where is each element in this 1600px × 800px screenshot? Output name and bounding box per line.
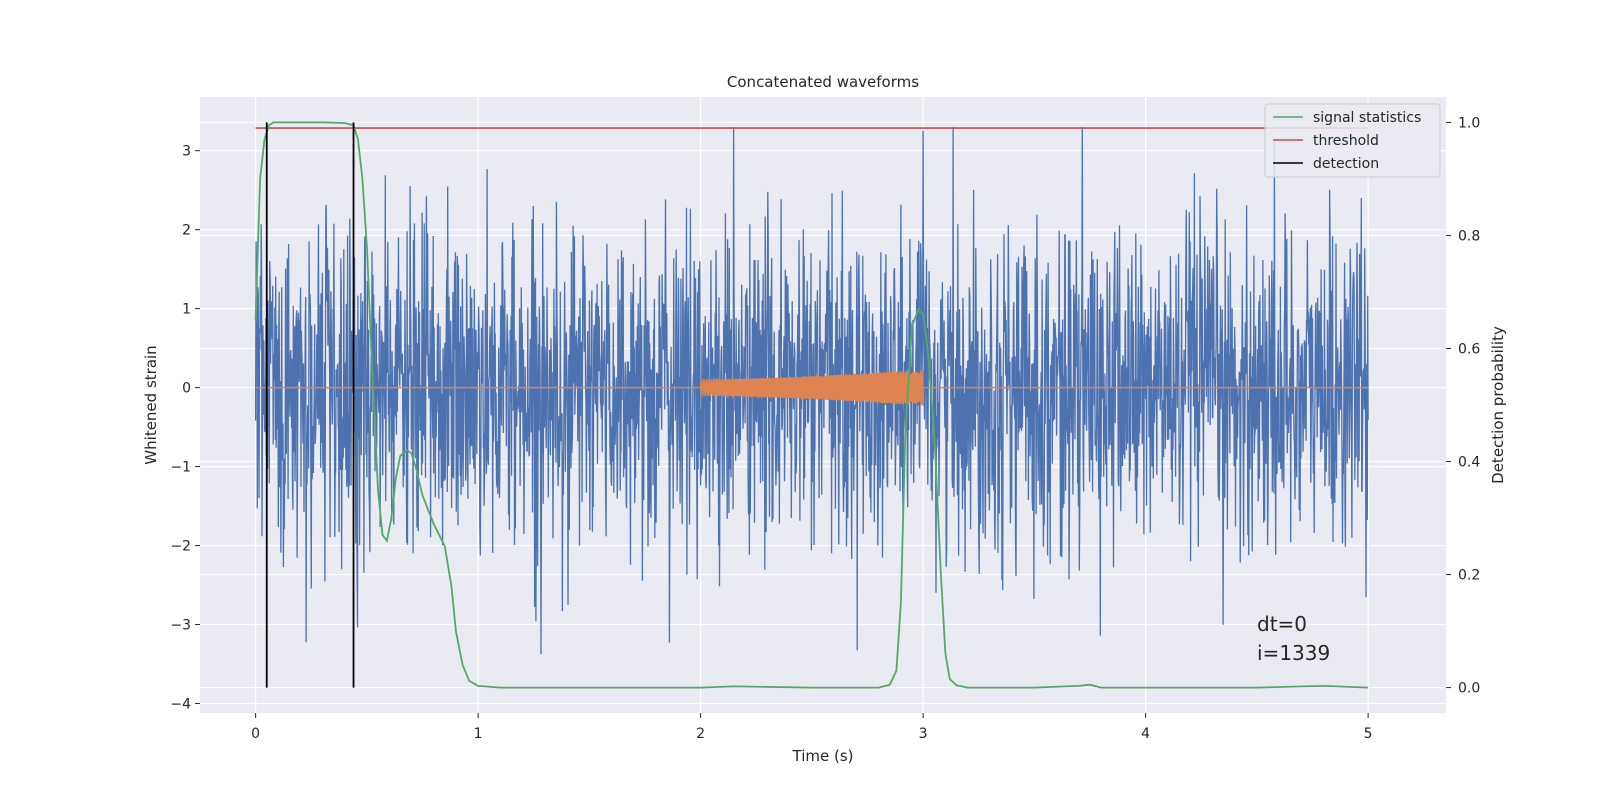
- chart-title: Concatenated waveforms: [727, 73, 919, 91]
- y-left-tick-label: −2: [170, 539, 191, 555]
- annotation-dt: dt=0: [1257, 612, 1307, 636]
- y-left-tick-label: 1: [182, 302, 191, 318]
- y-right-tick-label: 0.8: [1458, 228, 1480, 244]
- legend: signal statistics threshold detection: [1264, 103, 1441, 178]
- y-right-tick-label: 0.4: [1458, 455, 1480, 471]
- x-tick-label: 4: [1141, 726, 1150, 742]
- y-right-tick-label: 0.0: [1458, 681, 1480, 697]
- y-left-tick-label: 0: [182, 381, 191, 397]
- y-left-tick-label: −3: [170, 618, 191, 634]
- legend-entry-signal-statistics: signal statistics: [1313, 110, 1421, 126]
- y-right-tick-label: 0.6: [1458, 341, 1480, 357]
- series-noise-line: [254, 126, 1369, 655]
- y-left-tick-label: −1: [170, 460, 191, 476]
- x-tick-label: 1: [474, 726, 483, 742]
- x-tick-label: 5: [1364, 726, 1373, 742]
- series-layer: [254, 121, 1369, 689]
- x-tick-label: 2: [696, 726, 705, 742]
- y-left-tick-label: 3: [182, 144, 191, 160]
- legend-box: [1264, 103, 1441, 178]
- y-axis-left-label: Whitened strain: [142, 345, 160, 464]
- legend-entry-detection: detection: [1313, 156, 1379, 172]
- grid: [200, 97, 1446, 713]
- y-axis-right-label: Detection probability: [1489, 326, 1507, 484]
- series-chirp-line: [255, 369, 1369, 406]
- legend-entry-threshold: threshold: [1313, 133, 1379, 149]
- x-tick-label: 3: [919, 726, 928, 742]
- ticks-layer: 0 1 2 3 4 5 −4 −3 −2 −1 0 1 2 3 0.0 0.2 0.4 0.6 0.8 1.0: [170, 115, 1480, 742]
- series-signal-statistics-line: [254, 121, 1369, 689]
- annotation-index: i=1339: [1257, 641, 1330, 665]
- y-left-tick-label: 2: [182, 223, 191, 239]
- x-tick-label: 0: [251, 726, 260, 742]
- y-right-tick-label: 1.0: [1458, 115, 1480, 131]
- x-axis-label: Time (s): [792, 747, 854, 765]
- y-left-tick-label: −4: [170, 697, 191, 713]
- y-right-tick-label: 0.2: [1458, 568, 1480, 584]
